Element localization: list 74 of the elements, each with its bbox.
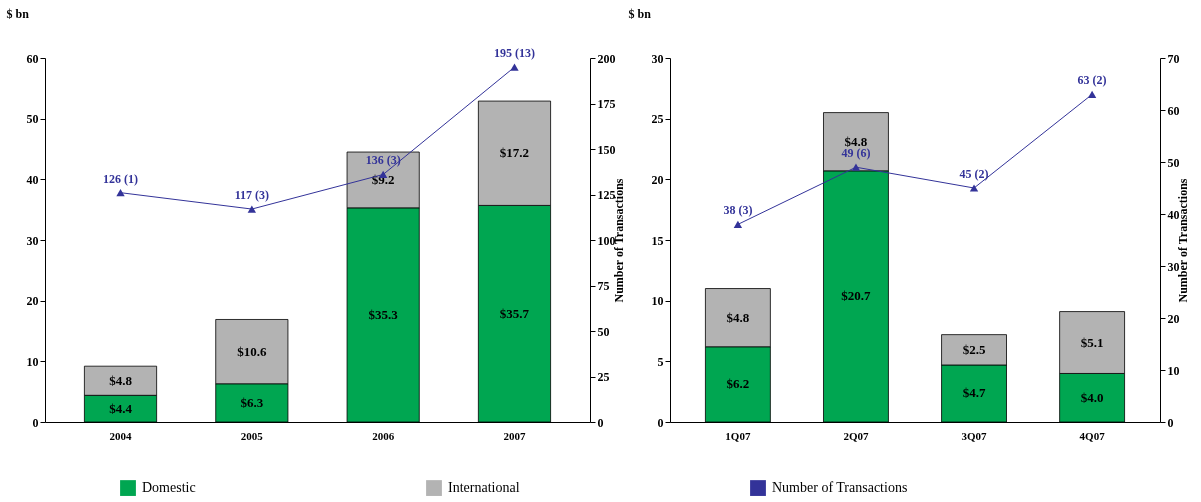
data-label: $35.7 <box>499 305 530 321</box>
y-tick-label: 30 <box>26 233 39 248</box>
y-tick-label: 20 <box>26 294 39 309</box>
y-axis-title: $ bn <box>628 6 652 21</box>
point <box>247 205 257 213</box>
y-tick-label: 0 <box>32 415 39 430</box>
data-label: $4.8 <box>109 372 133 388</box>
x-tick-label: 2007 <box>503 429 526 442</box>
x-tick-label: 2004 <box>109 429 133 442</box>
point <box>116 189 125 197</box>
data-label: 136 (3) <box>365 153 401 168</box>
y-tick-label: 60 <box>26 51 39 66</box>
data-label: $4.0 <box>1080 389 1104 405</box>
data-label: $6.2 <box>726 376 750 392</box>
point <box>733 220 743 229</box>
data-label: $2.5 <box>962 341 986 357</box>
data-label: $17.2 <box>499 145 530 161</box>
y2-tick-label: 20 <box>1167 311 1180 326</box>
data-label: 49 (6) <box>841 146 871 161</box>
x-tick-label: 1Q07 <box>725 429 751 442</box>
data-label: $4.7 <box>962 385 986 401</box>
data-label: $5.1 <box>1080 334 1104 350</box>
x-tick-label: 3Q07 <box>961 429 988 442</box>
y2-tick-label: 75 <box>597 279 610 293</box>
y2-tick-label: 175 <box>597 97 616 111</box>
x-tick-label: 2Q07 <box>843 429 869 442</box>
point <box>1087 90 1097 99</box>
y2-tick-label: 100 <box>597 233 616 248</box>
legend-label: Number of Transactions <box>772 480 908 496</box>
point <box>851 163 861 171</box>
data-label: $35.3 <box>368 306 399 322</box>
data-label: $4.4 <box>109 400 133 416</box>
y-tick-label: 5 <box>657 354 664 369</box>
y2-tick-label: 125 <box>597 188 616 202</box>
point <box>510 63 519 71</box>
data-label: $6.3 <box>240 394 264 410</box>
y2-tick-label: 60 <box>1167 103 1180 118</box>
data-label: $4.8 <box>844 133 868 149</box>
y-tick-label: 10 <box>651 294 664 309</box>
y2-tick-label: 50 <box>1167 155 1180 170</box>
data-label: 38 (3) <box>723 203 753 218</box>
data-label: 117 (3) <box>234 188 270 203</box>
y-tick-label: 30 <box>651 51 664 66</box>
y2-tick-label: 40 <box>1167 207 1180 222</box>
x-tick-label: 4Q07 <box>1079 429 1106 442</box>
y-tick-label: 25 <box>651 112 664 127</box>
data-label: $20.7 <box>841 288 872 304</box>
y-tick-label: 0 <box>657 415 664 430</box>
data-label: 63 (2) <box>1077 73 1107 88</box>
y2-tick-label: 70 <box>1167 51 1180 66</box>
y-tick-label: 10 <box>26 354 39 369</box>
data-label: 195 (13) <box>493 46 535 61</box>
y-tick-label: 50 <box>26 112 39 127</box>
data-label: 126 (1) <box>103 171 139 186</box>
legend-label: Domestic <box>142 480 196 496</box>
x-tick-label: 2005 <box>240 429 264 442</box>
y2-tick-label: 25 <box>597 370 610 384</box>
y2-tick-label: 50 <box>597 324 610 339</box>
y-tick-label: 15 <box>651 233 664 248</box>
legend-label: International <box>448 480 520 496</box>
data-label: $4.8 <box>726 309 750 325</box>
point <box>969 184 979 192</box>
y2-tick-label: 30 <box>1167 259 1180 274</box>
y-tick-label: 20 <box>651 172 664 187</box>
x-tick-label: 2006 <box>372 429 395 442</box>
y2-tick-label: 200 <box>597 51 616 66</box>
y2-tick-label: 0 <box>597 415 604 430</box>
y2-tick-label: 0 <box>1167 415 1174 430</box>
y2-tick-label: 150 <box>597 142 616 157</box>
y-axis-title: $ bn <box>6 6 30 21</box>
y-tick-label: 40 <box>26 172 39 187</box>
y2-tick-label: 10 <box>1167 363 1180 378</box>
data-label: $10.6 <box>237 343 267 359</box>
data-label: 45 (2) <box>959 167 989 181</box>
